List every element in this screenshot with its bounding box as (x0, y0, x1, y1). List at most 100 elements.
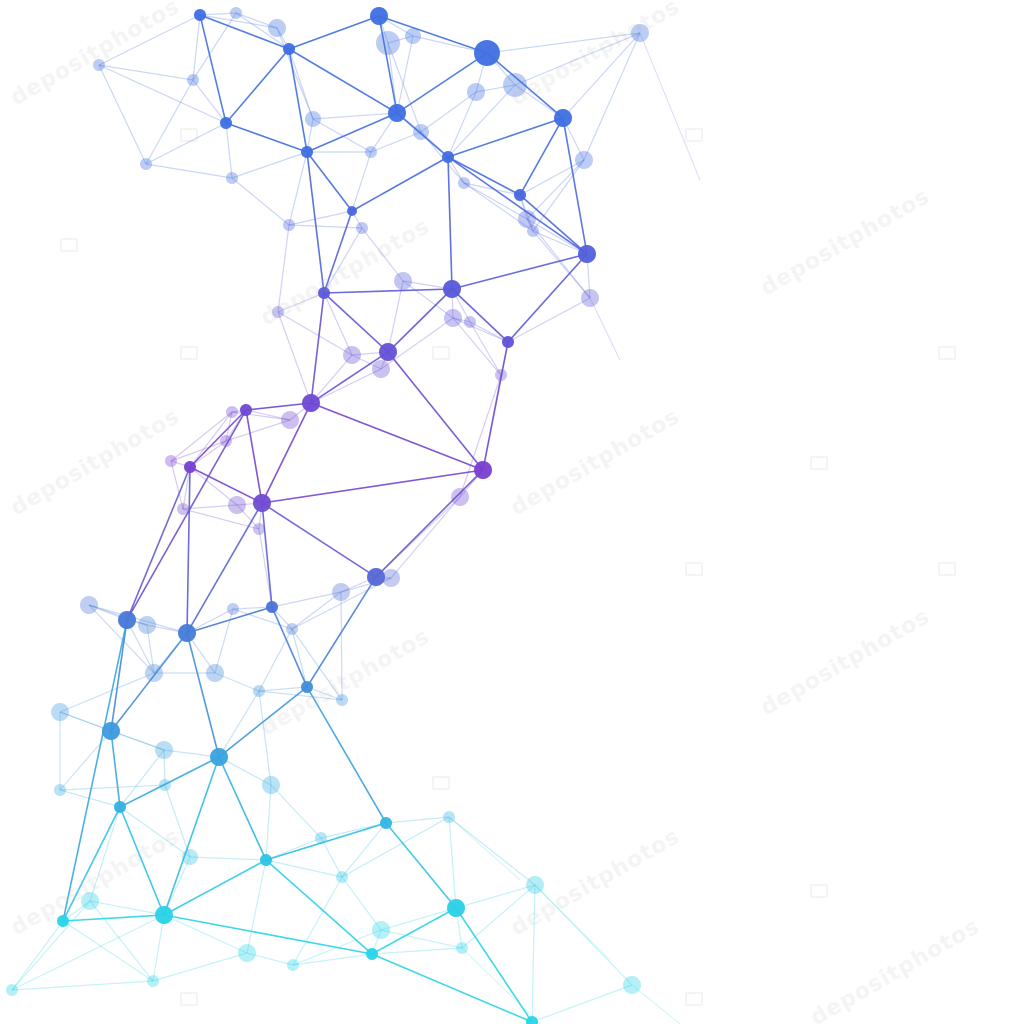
mesh-edge (310, 292, 325, 404)
faint-mesh-edge (170, 440, 227, 462)
faint-mesh-edge (11, 900, 91, 991)
faint-mesh-edge (218, 756, 272, 786)
faint-mesh-edge (170, 411, 233, 462)
faint-mesh-edge (452, 317, 471, 323)
faint-mesh-edge (370, 131, 422, 153)
faint-mesh-edge (312, 118, 372, 153)
mesh-edge (163, 914, 373, 955)
mesh-edge (110, 632, 188, 732)
faint-mesh-node (405, 28, 421, 44)
mesh-edge (306, 151, 325, 294)
faint-mesh-edge (182, 466, 191, 510)
mesh-edge (271, 606, 308, 688)
faint-mesh-edge (98, 64, 147, 165)
faint-mesh-node (336, 871, 348, 883)
mesh-edge (371, 953, 533, 1023)
faint-mesh-edge (152, 952, 248, 982)
faint-edge-layer (11, 12, 701, 1024)
faint-mesh-edge (475, 84, 516, 93)
faint-mesh-node (268, 19, 286, 37)
mesh-edge (310, 351, 389, 404)
faint-mesh-edge (447, 91, 477, 158)
faint-mesh-node (238, 944, 256, 962)
faint-mesh-edge (265, 859, 343, 878)
faint-mesh-edge (532, 230, 591, 299)
mesh-edge (189, 466, 263, 504)
mesh-node (514, 189, 526, 201)
mesh-node (301, 681, 313, 693)
faint-mesh-edge (531, 984, 633, 1023)
faint-mesh-node (526, 876, 544, 894)
faint-mesh-edge (320, 822, 387, 839)
faint-mesh-edge (192, 14, 201, 81)
mesh-node (443, 280, 461, 298)
mesh-node (302, 394, 320, 412)
faint-mesh-node (467, 83, 485, 101)
faint-mesh-edge (59, 730, 112, 791)
faint-mesh-node (187, 74, 199, 86)
faint-mesh-node (281, 411, 299, 429)
faint-mesh-edge (534, 884, 633, 986)
faint-mesh-edge (531, 884, 536, 1023)
faint-mesh-node (220, 435, 232, 447)
mesh-node (318, 287, 330, 299)
faint-mesh-edge (163, 914, 248, 954)
faint-mesh-edge (292, 876, 343, 966)
mesh-edge (261, 402, 312, 504)
faint-mesh-edge (463, 182, 521, 196)
mesh-edge (387, 351, 484, 471)
mesh-node (253, 494, 271, 512)
faint-mesh-node (227, 603, 239, 615)
faint-mesh-node (226, 406, 238, 418)
mesh-node (220, 117, 232, 129)
faint-mesh-edge (182, 504, 238, 510)
faint-mesh-edge (192, 12, 237, 81)
mesh-edge (323, 292, 389, 353)
faint-mesh-edge (532, 230, 588, 255)
faint-mesh-node (365, 146, 377, 158)
faint-mesh-node (140, 158, 152, 170)
faint-mesh-edge (235, 12, 278, 29)
faint-mesh-edge (380, 317, 454, 370)
faint-mesh-node (93, 59, 105, 71)
mesh-edge (119, 756, 220, 808)
mesh-edge (378, 15, 488, 54)
faint-mesh-edge (463, 182, 528, 220)
mesh-node (578, 245, 596, 263)
mesh-edge (519, 194, 588, 255)
faint-mesh-edge (59, 672, 155, 713)
faint-mesh-edge (119, 749, 165, 808)
faint-mesh-node (80, 596, 98, 614)
faint-mesh-node (376, 31, 400, 55)
mesh-edge (482, 341, 509, 471)
faint-mesh-node (228, 496, 246, 514)
mesh-node (388, 104, 406, 122)
mesh-edge (451, 288, 509, 343)
mesh-node (474, 40, 500, 66)
faint-mesh-edge (306, 686, 343, 701)
faint-mesh-edge (402, 280, 454, 319)
faint-mesh-edge (11, 914, 165, 991)
faint-mesh-edge (145, 79, 194, 165)
faint-mesh-edge (98, 64, 194, 81)
mesh-edge (385, 822, 457, 909)
faint-mesh-edge (89, 806, 121, 902)
faint-mesh-edge (182, 508, 260, 530)
faint-mesh-edge (340, 591, 343, 701)
faint-mesh-edge (310, 354, 353, 404)
faint-mesh-edge (189, 411, 233, 468)
faint-mesh-node (230, 7, 242, 19)
faint-mesh-edge (59, 789, 121, 808)
faint-mesh-node (287, 959, 299, 971)
faint-mesh-edge (214, 608, 234, 674)
faint-mesh-edge (361, 227, 404, 282)
faint-mesh-edge (455, 884, 536, 909)
faint-mesh-node (272, 306, 284, 318)
mesh-edge (396, 52, 488, 114)
faint-mesh-edge (452, 317, 509, 343)
faint-mesh-node (451, 488, 469, 506)
faint-mesh-edge (163, 749, 220, 758)
faint-mesh-edge (232, 606, 273, 610)
faint-mesh-edge (218, 690, 260, 758)
faint-mesh-edge (312, 112, 398, 120)
